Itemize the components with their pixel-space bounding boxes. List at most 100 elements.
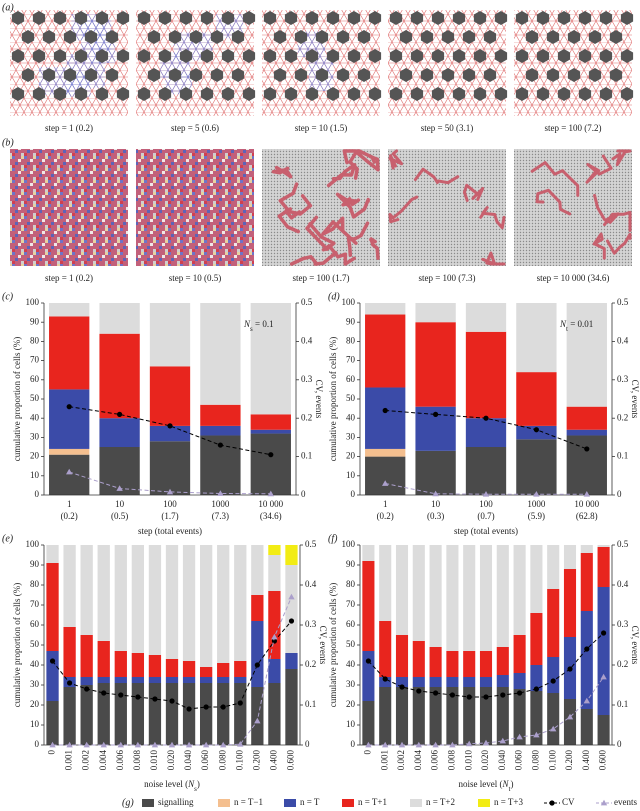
y2-axis-title: CV, events (314, 380, 324, 419)
y-tick-label: 40 (30, 659, 40, 669)
legend-swatch (410, 799, 422, 807)
signalling-front (369, 237, 380, 260)
text-part: s (250, 325, 253, 333)
bar-segment (63, 545, 76, 627)
x-tick-label: 0.010 (463, 750, 473, 771)
caption: step = 10 (0.5) (169, 273, 222, 283)
x-tick-note: (0.3) (427, 511, 444, 521)
signalling-cell (567, 30, 581, 44)
signalling-cell (599, 49, 613, 63)
x-tick-note: (7.3) (212, 511, 229, 521)
x-tick-label: 0.200 (251, 750, 261, 771)
bar-segment (46, 701, 59, 745)
bar-segment (479, 651, 493, 677)
events-marker (583, 491, 590, 497)
bar-segment (412, 545, 425, 641)
x-tick-label: 100 (163, 499, 177, 509)
bar-segment (362, 651, 375, 701)
legend-marker (549, 800, 555, 806)
cv-marker (84, 686, 90, 692)
x-tick-note: (62.8) (576, 511, 598, 521)
events-marker (398, 741, 406, 748)
events-marker (217, 490, 224, 496)
y-tick-label: 10 (346, 470, 356, 480)
signalling-front (342, 149, 380, 172)
signalling-cell (168, 30, 182, 44)
lattice-background (388, 10, 506, 116)
signalling-cell (441, 68, 455, 82)
signalling-cell (53, 87, 67, 101)
signalling-front (611, 149, 632, 167)
signalling-cell (420, 68, 434, 82)
x-tick-label: 1000 (527, 499, 546, 509)
signalling-cell (525, 30, 539, 44)
signalling-front (335, 192, 370, 219)
bar-segment (199, 667, 213, 677)
signalling-cell (84, 68, 98, 82)
cv-marker (449, 692, 455, 698)
y2-tick-label: 0.2 (301, 412, 312, 422)
signalling-cell (74, 11, 88, 25)
y-tick-label: 70 (30, 355, 40, 365)
signalling-front (289, 250, 338, 266)
x-tick-label: 0 (362, 750, 372, 755)
bar-segment (251, 595, 264, 621)
bar-segment (49, 448, 90, 455)
x-axis-title: step (total events) (138, 526, 202, 536)
bar-segment (148, 677, 162, 683)
signalling-cell (368, 11, 382, 25)
bar-segment (80, 545, 93, 635)
signalling-cell (294, 68, 308, 82)
y-tick-label: 10 (30, 719, 40, 729)
y-tick-label: 60 (30, 374, 40, 384)
signalling-front (348, 149, 377, 180)
signalling-cell (347, 49, 361, 63)
signalling-cell (420, 30, 434, 44)
bar-segment (566, 429, 607, 436)
bar-segment (268, 683, 281, 745)
bar-segment (563, 569, 577, 637)
signalling-cell (189, 68, 203, 82)
events-marker (66, 468, 73, 475)
bar-segment (250, 414, 291, 430)
signalling-cell (179, 49, 193, 63)
x-tick-label: 0.040 (183, 750, 193, 771)
bar-segment (149, 441, 191, 495)
bar-segment (114, 683, 127, 745)
signalling-cell (284, 49, 298, 63)
bar-segment (217, 677, 230, 683)
events-marker (600, 673, 607, 680)
signalling-front (585, 154, 613, 184)
cv-line (69, 406, 271, 456)
signalling-cell (21, 30, 35, 44)
bar-segment (80, 685, 93, 745)
bar-segment (566, 303, 607, 407)
legend-label: n = T+1 (358, 797, 387, 807)
bar-segment (566, 435, 607, 495)
bar-segment (563, 699, 577, 745)
signalling-cell (483, 68, 497, 82)
density-background (514, 149, 632, 266)
bar-segment (547, 657, 560, 693)
y2-tick-label: 0.2 (305, 659, 316, 669)
signalling-cell (588, 30, 602, 44)
bar-segment (234, 545, 247, 661)
bar-segment (80, 677, 93, 685)
y-tick-label: 0 (35, 739, 40, 749)
y-axis-title: cumulative proportion of cells (%) (12, 337, 22, 461)
bar-segment (97, 677, 110, 683)
legend-swatch (342, 799, 354, 807)
caption: step = 10 000 (34.6) (537, 273, 610, 283)
x-tick-label: 0.600 (598, 750, 608, 771)
cv-marker (550, 678, 556, 684)
bar-segment (285, 565, 298, 653)
bar-segment (513, 635, 526, 673)
cv-marker (533, 686, 540, 692)
cv-marker (101, 690, 107, 696)
bar-segment (99, 418, 140, 447)
events-marker (583, 697, 590, 704)
signalling-cell (21, 68, 35, 82)
legend-label: n = T+3 (494, 797, 523, 807)
signalling-cell (179, 11, 193, 25)
